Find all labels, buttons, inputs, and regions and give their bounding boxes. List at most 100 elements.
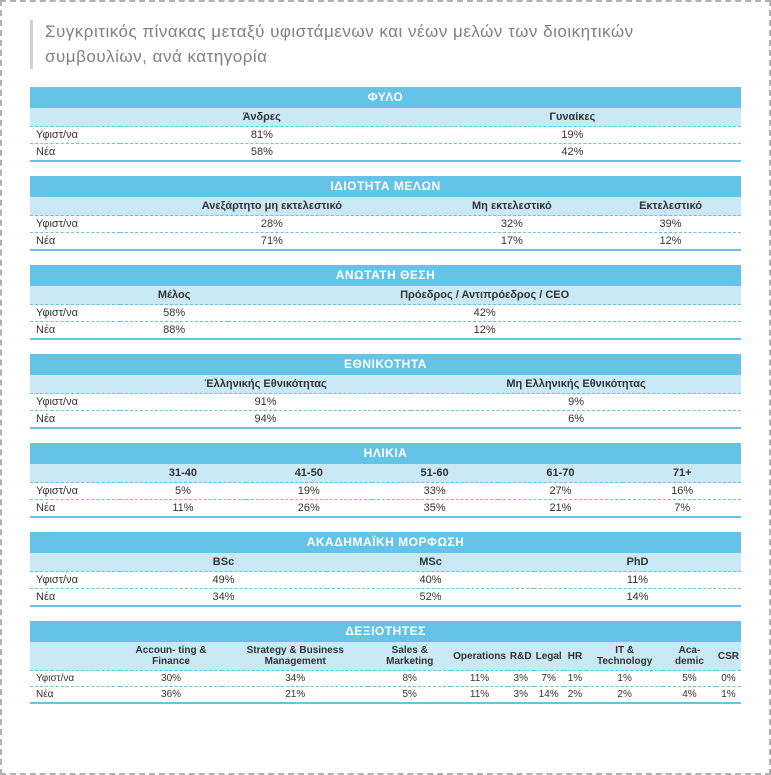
cell: 14% — [534, 589, 741, 607]
col-header: Εκτελεστικό — [600, 197, 741, 216]
col-blank — [30, 286, 120, 305]
col-header: PhD — [534, 553, 741, 572]
col-blank — [30, 642, 120, 671]
cell: 52% — [327, 589, 534, 607]
col-header: 41-50 — [246, 464, 372, 483]
cell: 11% — [451, 687, 508, 704]
cell: 33% — [372, 483, 498, 500]
cell: 34% — [222, 671, 368, 687]
col-header: Μη εκτελεστικό — [424, 197, 600, 216]
row-label: Νέα — [30, 411, 120, 429]
cell: 19% — [246, 483, 372, 500]
col-header: 51-60 — [372, 464, 498, 483]
col-header: 61-70 — [498, 464, 624, 483]
table-nationality: ΕΘΝΙΚΟΤΗΤΑ Έλληνικής Εθνικότητας Μη Ελλη… — [30, 354, 741, 429]
col-header: Γυναίκες — [404, 108, 741, 127]
cell: 58% — [120, 305, 228, 322]
table-skills: ΔΕΞΙΟΤΗΤΕΣ Accoun- ting & Finance Strate… — [30, 621, 741, 704]
cell: 11% — [120, 500, 246, 518]
col-header: Μέλος — [120, 286, 228, 305]
cell: 8% — [368, 671, 451, 687]
cell: 36% — [120, 687, 222, 704]
row-label: Υφιστ/να — [30, 305, 120, 322]
col-header: HR — [564, 642, 586, 671]
row-label: Υφιστ/να — [30, 216, 120, 233]
cell: 39% — [600, 216, 741, 233]
col-header: Accoun- ting & Finance — [120, 642, 222, 671]
cell: 1% — [586, 671, 663, 687]
col-header: R&D — [508, 642, 534, 671]
row-label: Νέα — [30, 144, 120, 162]
cell: 12% — [600, 233, 741, 251]
col-blank — [30, 553, 120, 572]
col-blank — [30, 464, 120, 483]
table-member-type: ΙΔΙΟΤΗΤΑ ΜΕΛΩΝ Ανεξάρτητο μη εκτελεστικό… — [30, 176, 741, 251]
col-blank — [30, 197, 120, 216]
col-header: 31-40 — [120, 464, 246, 483]
col-header: CSR — [716, 642, 741, 671]
cell: 5% — [120, 483, 246, 500]
cell: 88% — [120, 322, 228, 340]
col-header: Operations — [451, 642, 508, 671]
col-header: Μη Ελληνικής Εθνικότητας — [411, 375, 741, 394]
row-label: Νέα — [30, 500, 120, 518]
table-age: ΗΛΙΚΙΑ 31-40 41-50 51-60 61-70 71+ Υφιστ… — [30, 443, 741, 518]
cell: 2% — [564, 687, 586, 704]
cell: 12% — [228, 322, 741, 340]
document-frame: Συγκριτικός πίνακας μεταξύ υφιστάμενων κ… — [0, 0, 771, 775]
col-header: MSc — [327, 553, 534, 572]
col-header: Πρόεδρος / Αντιπρόεδρος / CEO — [228, 286, 741, 305]
cell: 42% — [404, 144, 741, 162]
col-header: Aca- demic — [663, 642, 716, 671]
row-label: Νέα — [30, 233, 120, 251]
col-blank — [30, 375, 120, 394]
table-top-position: ΑΝΩΤΑΤΗ ΘΕΣΗ Μέλος Πρόεδρος / Αντιπρόεδρ… — [30, 265, 741, 340]
col-header: Sales & Marketing — [368, 642, 451, 671]
table-education: ΑΚΑΔΗΜΑΪΚΗ ΜΟΡΦΩΣΗ BSc MSc PhD Υφιστ/να … — [30, 532, 741, 607]
row-label: Νέα — [30, 589, 120, 607]
title-container: Συγκριτικός πίνακας μεταξύ υφιστάμενων κ… — [30, 20, 741, 69]
cell: 5% — [368, 687, 451, 704]
row-label: Υφιστ/να — [30, 572, 120, 589]
cell: 81% — [120, 127, 404, 144]
cell: 3% — [508, 687, 534, 704]
cell: 4% — [663, 687, 716, 704]
cell: 6% — [411, 411, 741, 429]
cell: 3% — [508, 671, 534, 687]
cell: 9% — [411, 394, 741, 411]
col-header: 71+ — [623, 464, 741, 483]
table-header: ΦΥΛΟ — [30, 87, 741, 108]
table-header: ΗΛΙΚΙΑ — [30, 443, 741, 464]
row-label: Νέα — [30, 687, 120, 704]
table-header: ΙΔΙΟΤΗΤΑ ΜΕΛΩΝ — [30, 176, 741, 197]
cell: 34% — [120, 589, 327, 607]
row-label: Υφιστ/να — [30, 127, 120, 144]
cell: 40% — [327, 572, 534, 589]
row-label: Υφιστ/να — [30, 671, 120, 687]
cell: 27% — [498, 483, 624, 500]
table-header: ΔΕΞΙΟΤΗΤΕΣ — [30, 621, 741, 642]
cell: 26% — [246, 500, 372, 518]
cell: 0% — [716, 671, 741, 687]
col-blank — [30, 108, 120, 127]
cell: 11% — [534, 572, 741, 589]
table-header: ΕΘΝΙΚΟΤΗΤΑ — [30, 354, 741, 375]
table-header: ΑΚΑΔΗΜΑΪΚΗ ΜΟΡΦΩΣΗ — [30, 532, 741, 553]
cell: 5% — [663, 671, 716, 687]
cell: 58% — [120, 144, 404, 162]
col-header: IT & Technology — [586, 642, 663, 671]
cell: 7% — [534, 671, 564, 687]
col-header: BSc — [120, 553, 327, 572]
cell: 49% — [120, 572, 327, 589]
row-label: Νέα — [30, 322, 120, 340]
cell: 1% — [564, 671, 586, 687]
cell: 21% — [222, 687, 368, 704]
col-header: Legal — [534, 642, 564, 671]
col-header: Άνδρες — [120, 108, 404, 127]
cell: 30% — [120, 671, 222, 687]
table-gender: ΦΥΛΟ Άνδρες Γυναίκες Υφιστ/να 81% 19% Νέ… — [30, 87, 741, 162]
cell: 16% — [623, 483, 741, 500]
row-label: Υφιστ/να — [30, 394, 120, 411]
page-title: Συγκριτικός πίνακας μεταξύ υφιστάμενων κ… — [45, 20, 741, 69]
cell: 42% — [228, 305, 741, 322]
